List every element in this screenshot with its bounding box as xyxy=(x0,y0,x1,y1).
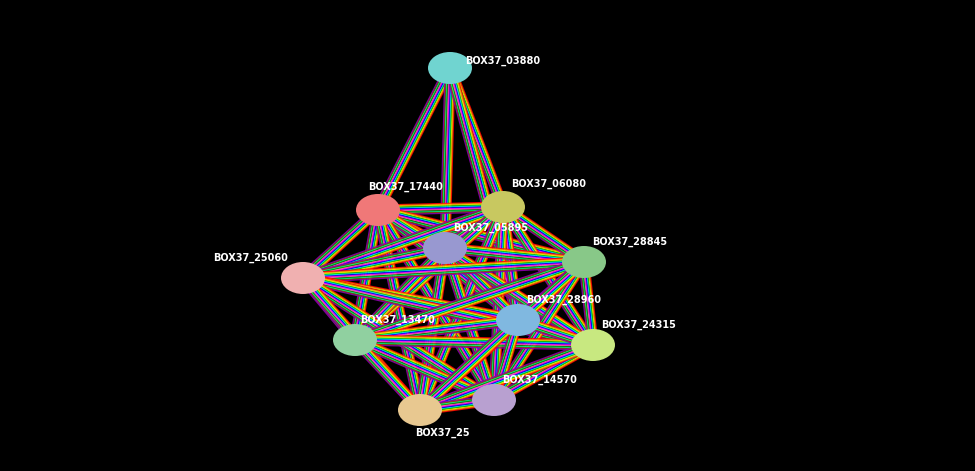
Text: BOX37_03880: BOX37_03880 xyxy=(465,56,540,66)
Text: BOX37_28960: BOX37_28960 xyxy=(526,295,601,305)
Ellipse shape xyxy=(281,262,325,294)
Ellipse shape xyxy=(356,194,400,226)
Ellipse shape xyxy=(472,384,516,416)
Text: BOX37_13470: BOX37_13470 xyxy=(360,315,435,325)
Ellipse shape xyxy=(333,324,377,356)
Text: BOX37_14570: BOX37_14570 xyxy=(502,375,577,385)
Text: BOX37_25060: BOX37_25060 xyxy=(214,253,288,263)
Ellipse shape xyxy=(423,232,467,264)
Text: BOX37_05895: BOX37_05895 xyxy=(453,223,528,233)
Text: BOX37_06080: BOX37_06080 xyxy=(511,179,586,189)
Text: BOX37_25: BOX37_25 xyxy=(415,428,470,439)
Ellipse shape xyxy=(571,329,615,361)
Ellipse shape xyxy=(428,52,472,84)
Text: BOX37_24315: BOX37_24315 xyxy=(601,320,676,330)
Ellipse shape xyxy=(398,394,442,426)
Text: BOX37_28845: BOX37_28845 xyxy=(592,237,667,247)
Ellipse shape xyxy=(496,304,540,336)
Ellipse shape xyxy=(481,191,525,223)
Text: BOX37_17440: BOX37_17440 xyxy=(368,182,443,192)
Ellipse shape xyxy=(562,246,606,278)
